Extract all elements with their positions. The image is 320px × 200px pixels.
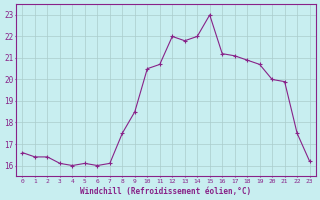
X-axis label: Windchill (Refroidissement éolien,°C): Windchill (Refroidissement éolien,°C) — [80, 187, 252, 196]
